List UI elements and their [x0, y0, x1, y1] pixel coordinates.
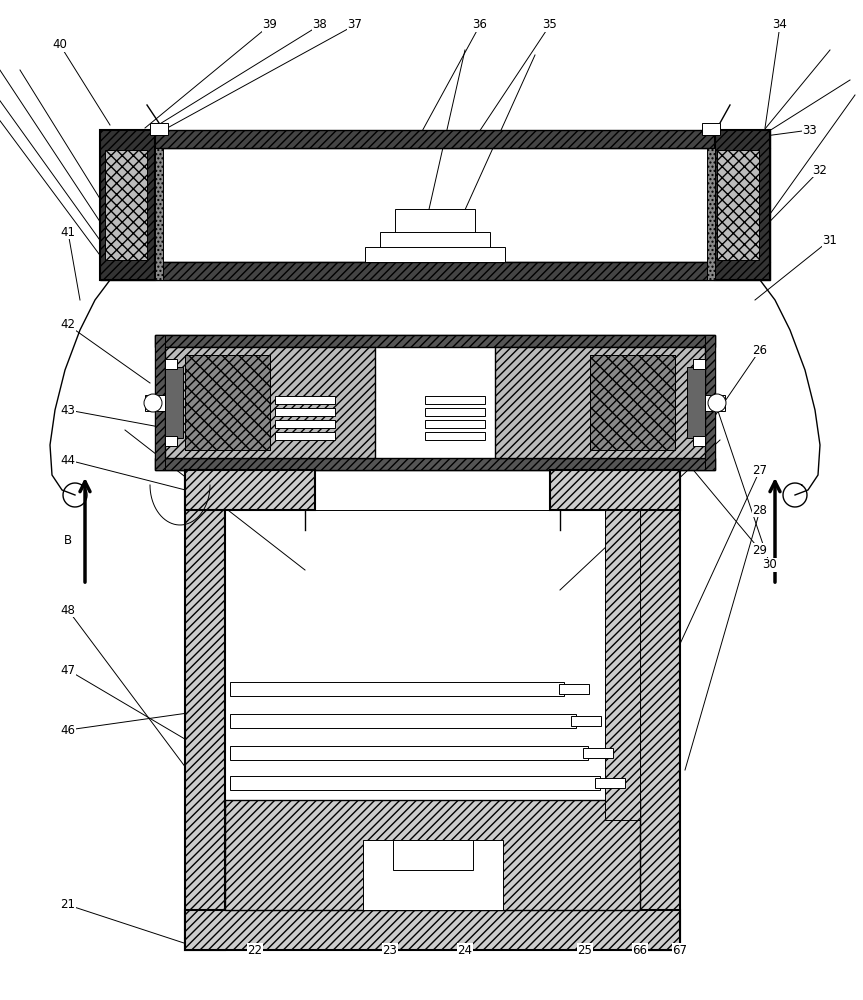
- Bar: [640, 470, 680, 950]
- Bar: [100, 148, 770, 262]
- Bar: [595, 778, 625, 788]
- Text: B: B: [64, 534, 72, 546]
- Bar: [185, 355, 270, 450]
- Bar: [100, 130, 770, 148]
- Circle shape: [144, 394, 162, 412]
- Bar: [702, 123, 720, 135]
- Text: 66: 66: [633, 944, 647, 956]
- Text: 34: 34: [772, 18, 787, 31]
- Bar: [590, 355, 675, 450]
- Bar: [230, 714, 576, 728]
- Bar: [362, 840, 502, 910]
- Bar: [165, 347, 375, 458]
- Bar: [693, 436, 705, 446]
- Text: 41: 41: [60, 226, 75, 238]
- Bar: [571, 716, 601, 726]
- Text: 43: 43: [60, 403, 75, 416]
- Bar: [425, 420, 485, 428]
- Text: 39: 39: [262, 18, 277, 31]
- Bar: [425, 396, 485, 404]
- Text: 27: 27: [753, 464, 767, 477]
- Bar: [495, 347, 705, 458]
- Bar: [583, 748, 613, 758]
- Bar: [185, 470, 225, 950]
- Text: 46: 46: [60, 724, 75, 736]
- Text: 30: 30: [763, 558, 778, 572]
- Bar: [155, 335, 715, 347]
- Bar: [185, 910, 680, 950]
- Text: 23: 23: [382, 944, 398, 956]
- Bar: [550, 470, 680, 510]
- Bar: [150, 123, 168, 135]
- Bar: [393, 840, 473, 870]
- Text: 22: 22: [248, 944, 262, 956]
- Bar: [100, 262, 770, 280]
- Bar: [165, 367, 183, 438]
- Text: 29: 29: [753, 544, 767, 556]
- Bar: [155, 148, 163, 280]
- Bar: [155, 335, 165, 470]
- Bar: [395, 209, 475, 237]
- Bar: [275, 408, 335, 416]
- Bar: [700, 395, 725, 411]
- Bar: [230, 682, 564, 696]
- Bar: [155, 335, 715, 470]
- Bar: [590, 355, 675, 450]
- Bar: [693, 359, 705, 369]
- Bar: [425, 408, 485, 416]
- Bar: [230, 776, 600, 790]
- Text: 32: 32: [813, 163, 828, 176]
- Bar: [185, 470, 315, 510]
- Bar: [365, 247, 505, 262]
- Bar: [687, 367, 705, 438]
- Bar: [165, 359, 177, 369]
- Text: 25: 25: [577, 944, 592, 956]
- Bar: [155, 458, 715, 470]
- Text: 44: 44: [60, 454, 75, 466]
- Text: 37: 37: [348, 18, 362, 31]
- Bar: [559, 684, 589, 694]
- Bar: [717, 150, 759, 260]
- Bar: [230, 746, 588, 760]
- Circle shape: [708, 394, 726, 412]
- Bar: [380, 232, 490, 252]
- Bar: [165, 436, 177, 446]
- Text: 67: 67: [672, 944, 688, 956]
- Text: 35: 35: [543, 18, 557, 31]
- Bar: [275, 420, 335, 428]
- Bar: [145, 395, 170, 411]
- Bar: [100, 130, 155, 280]
- Text: 36: 36: [473, 18, 488, 31]
- Bar: [707, 148, 715, 280]
- Text: 33: 33: [803, 123, 817, 136]
- Bar: [185, 355, 270, 450]
- Bar: [605, 510, 640, 820]
- Text: 42: 42: [60, 318, 75, 332]
- Text: 48: 48: [60, 603, 75, 616]
- Text: 28: 28: [753, 504, 767, 516]
- Bar: [275, 396, 335, 404]
- Text: 31: 31: [822, 233, 837, 246]
- Bar: [715, 130, 770, 280]
- Bar: [105, 150, 147, 260]
- Text: 40: 40: [53, 38, 67, 51]
- Text: 38: 38: [312, 18, 327, 31]
- Text: 47: 47: [60, 664, 75, 676]
- Text: 26: 26: [753, 344, 767, 357]
- Text: 24: 24: [457, 944, 473, 956]
- Bar: [705, 335, 715, 470]
- Bar: [275, 432, 335, 440]
- Bar: [225, 510, 640, 910]
- Bar: [425, 432, 485, 440]
- Text: 21: 21: [60, 898, 75, 912]
- Bar: [225, 800, 640, 910]
